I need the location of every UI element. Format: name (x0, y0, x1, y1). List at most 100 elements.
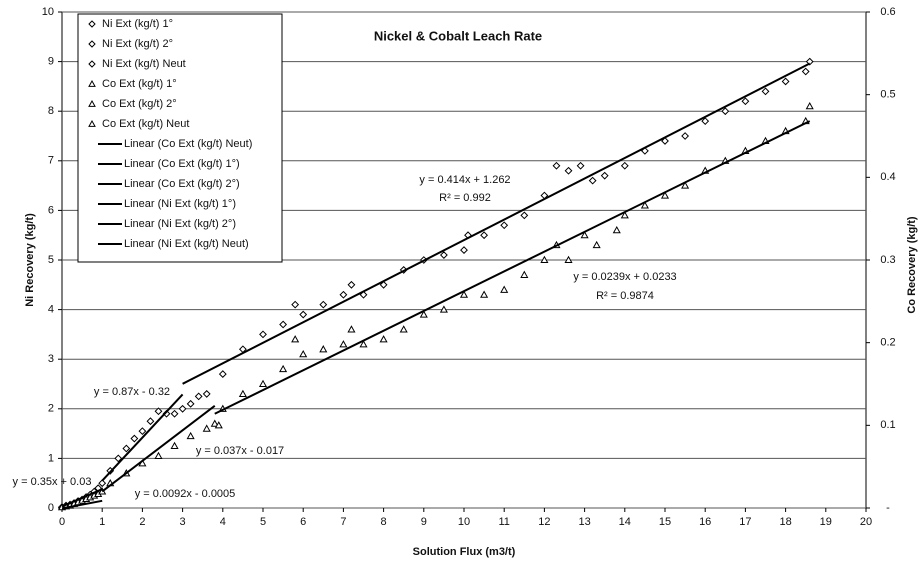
point (218, 370, 227, 378)
point (661, 137, 669, 145)
y2-axis-label: Co Recovery (kg/t) (906, 216, 918, 314)
x-tick-label: 8 (381, 516, 387, 528)
point (620, 211, 629, 219)
annotation: y = 0.0239x + 0.0233 (573, 271, 676, 283)
legend-label: Linear (Ni Ext (kg/t) 1°) (124, 198, 236, 210)
point (500, 221, 509, 230)
y2-tick-label: 0.5 (880, 89, 895, 101)
point (114, 454, 123, 463)
x-tick-label: 5 (260, 516, 266, 528)
x-tick-label: 12 (538, 516, 550, 528)
x-tick-label: 6 (300, 516, 306, 528)
point (186, 399, 195, 408)
y-tick-label: 6 (48, 204, 54, 216)
point (620, 161, 629, 170)
point (552, 161, 561, 170)
point (681, 181, 690, 189)
point (202, 424, 211, 432)
y-tick-label: 7 (48, 155, 54, 167)
x-tick-label: 1 (99, 516, 105, 528)
point (399, 325, 408, 333)
point (460, 246, 468, 254)
point (319, 345, 328, 353)
point (319, 300, 328, 309)
x-tick-label: 9 (421, 516, 427, 528)
trend-line (101, 393, 184, 482)
point (801, 67, 810, 76)
point (500, 285, 509, 293)
point (612, 226, 621, 234)
legend-swatch (88, 40, 96, 48)
legend-label: Co Ext (kg/t) Neut (102, 118, 189, 130)
point (98, 479, 107, 488)
trend-line (101, 405, 216, 493)
point (520, 270, 529, 278)
point (564, 255, 573, 264)
x-tick-label: 17 (739, 516, 751, 528)
point (259, 330, 267, 339)
trend-line (61, 488, 103, 508)
x-tick-label: 3 (180, 516, 186, 528)
x-tick-label: 15 (659, 516, 671, 528)
point (202, 390, 211, 398)
point (419, 310, 428, 318)
legend-swatch (88, 119, 96, 127)
legend-label: Co Ext (kg/t) 1° (102, 78, 177, 90)
point (170, 409, 179, 418)
legend-label: Co Ext (kg/t) 2° (102, 98, 177, 110)
point (588, 176, 597, 185)
point (138, 427, 147, 436)
point (681, 132, 690, 140)
point (580, 230, 589, 239)
y2-tick-label: - (886, 502, 890, 514)
point (439, 251, 448, 259)
point (339, 290, 348, 299)
point (439, 305, 448, 313)
y-tick-label: 9 (48, 56, 54, 68)
point (721, 107, 730, 116)
point (238, 389, 247, 397)
point (540, 255, 549, 264)
annotation: y = 0.35x + 0.03 (13, 476, 92, 488)
y-tick-label: 4 (48, 304, 54, 316)
point (600, 171, 609, 180)
point (154, 451, 163, 459)
y-tick-label: 5 (48, 254, 54, 266)
point (214, 421, 223, 429)
y2-tick-label: 0.2 (880, 337, 895, 349)
x-tick-label: 18 (779, 516, 791, 528)
y-tick-label: 10 (42, 6, 54, 18)
legend: Ni Ext (kg/t) 1° Ni Ext (kg/t) 2° Ni Ext (… (77, 13, 283, 263)
legend-swatch (88, 99, 96, 107)
x-tick-label: 16 (699, 516, 711, 528)
annotation: R² = 0.9874 (596, 290, 654, 302)
legend-swatch (88, 20, 96, 28)
point (347, 280, 356, 289)
legend-swatch (88, 79, 96, 87)
point (210, 419, 219, 427)
point (122, 444, 131, 453)
point (701, 117, 710, 126)
point (761, 87, 770, 96)
x-tick-label: 2 (139, 516, 145, 528)
point (291, 300, 300, 309)
x-tick-label: 0 (59, 516, 65, 528)
chart-title: Nickel & Cobalt Leach Rate (374, 28, 542, 43)
point (480, 231, 489, 240)
point (170, 441, 179, 450)
legend-label: Linear (Co Ext (kg/t) Neut) (124, 138, 252, 150)
x-axis-label: Solution Flux (m3/t) (413, 546, 516, 558)
y2-tick-label: 0.6 (880, 6, 895, 18)
point (379, 335, 388, 343)
point (640, 201, 649, 209)
point (194, 392, 203, 401)
y2-tick-label: 0.4 (880, 171, 895, 183)
point (146, 417, 155, 426)
x-tick-label: 4 (220, 516, 226, 528)
point (154, 407, 163, 416)
point (258, 379, 268, 388)
y-tick-label: 1 (48, 452, 54, 464)
legend-label: Linear (Ni Ext (kg/t) Neut) (124, 238, 249, 250)
annotation: y = 0.0092x - 0.0005 (135, 488, 236, 500)
